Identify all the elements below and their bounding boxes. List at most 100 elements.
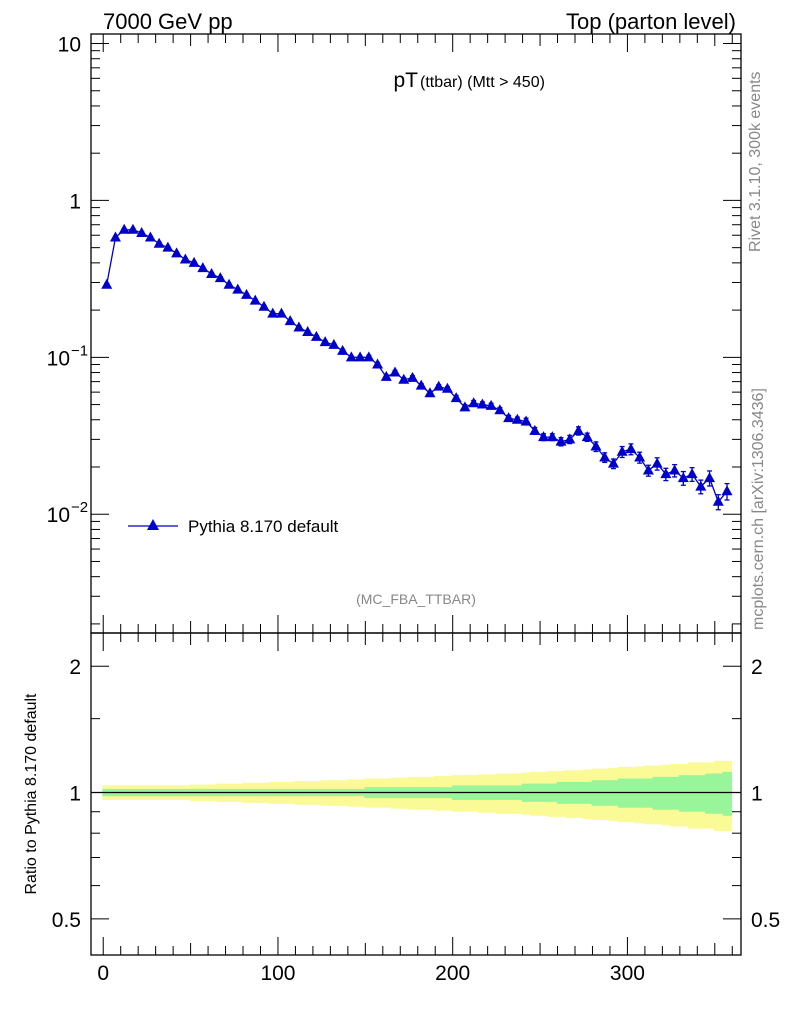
inner-band-segment [696,775,706,812]
y-tick-label: 10 [47,347,70,370]
data-point-marker [494,404,506,415]
data-point-marker [241,288,253,299]
data-point-marker [232,283,244,294]
data-point-marker [363,351,375,362]
data-point-marker [616,445,628,456]
inner-band-segment [670,776,680,810]
data-point-marker [109,231,121,242]
side-label-bottom: mcplots.cern.ch [arXiv:1306.3436] [750,388,767,630]
ratio-y-tick-label-right: 2 [751,656,763,679]
data-point-marker [144,231,156,242]
data-point-marker [380,370,392,381]
data-point-marker [581,431,593,442]
ratio-y-tick-label-left: 0.5 [52,909,81,932]
header-right: Top (parton level) [566,9,736,34]
data-point-marker [310,330,322,341]
data-point-marker [118,223,130,234]
data-point-marker [302,326,314,337]
data-point-marker [153,237,165,248]
data-point-marker [441,382,453,393]
ratio-y-tick-label-right: 1 [751,783,763,806]
ratio-y-tick-label-left: 1 [69,783,81,806]
analysis-id: (MC_FBA_TTBAR) [356,591,476,607]
data-point-marker [407,371,419,382]
data-point-marker [345,351,357,362]
ratio-ylabel: Ratio to Pythia 8.170 default [23,693,40,895]
data-point-marker [660,468,672,479]
x-tick-label: 300 [610,962,645,985]
data-point-marker [669,464,681,475]
y-tick-label: 10 [47,504,70,527]
data-point-marker [642,464,654,475]
y-tick-label: 10 [58,34,81,57]
x-tick-label: 0 [97,962,109,985]
inner-band-segment [722,771,732,816]
data-point-marker [101,278,113,289]
data-point-marker [686,468,698,479]
data-point-marker [206,267,218,278]
data-point-marker [267,307,279,318]
data-point-marker [162,241,174,252]
data-point-marker [695,480,707,491]
data-point-marker [223,278,235,289]
data-point-marker [607,457,619,468]
data-point-marker [293,321,305,332]
inner-band-segment [687,775,697,812]
legend-label: Pythia 8.170 default [188,517,339,536]
data-point-marker [258,300,270,311]
inner-band-segment [705,773,715,814]
data-point-marker [127,223,139,234]
data-point-marker [511,413,523,424]
side-label-top: Rivet 3.1.10, 300k events [747,71,764,252]
data-point-marker [712,495,724,506]
y-tick-label-exponent: −1 [71,342,88,359]
data-point-marker [136,227,148,238]
x-tick-label: 200 [435,962,470,985]
data-point-marker [337,344,349,355]
data-point-marker [573,424,584,435]
data-point-marker [721,485,733,496]
data-point-marker [319,336,331,347]
data-point-marker [249,294,261,305]
data-point-marker [538,431,550,442]
legend: Pythia 8.170 default [128,517,339,536]
data-point-marker [468,397,480,408]
data-point-marker [179,253,191,264]
data-point-marker [214,272,226,283]
main-frame [90,33,742,634]
inner-band-segment [713,773,724,814]
data-point-marker [450,392,462,403]
data-point-marker [433,380,445,391]
data-point-marker [372,358,384,369]
data-point-marker [503,412,515,423]
data-point-marker [634,451,646,462]
plot-title-sub: (ttbar) (Mtt > 450) [420,74,545,91]
ratio-y-tick-label-right: 0.5 [751,909,780,932]
data-point-marker [485,399,497,410]
data-point-marker [704,472,716,483]
data-point-marker [188,256,200,267]
data-point-marker [197,262,209,273]
inner-band-segment [652,776,662,810]
ratio-frame [90,632,742,956]
data-point-marker [275,307,287,318]
data-point-marker [424,387,436,398]
data-point-marker [564,433,576,444]
data-point-marker [590,440,602,451]
ratio-y-tick-label-left: 2 [69,656,81,679]
data-point-marker [328,338,340,349]
data-point-marker [651,457,663,468]
y-tick-label: 1 [69,190,81,213]
x-tick-label: 100 [260,962,295,985]
inner-band-segment [678,775,689,812]
data-point-marker [398,373,410,384]
legend-marker-icon [147,519,159,530]
data-point-marker [677,472,689,483]
data-point-marker [459,401,471,412]
data-point-marker [415,379,427,390]
ratio-plot-panel: 2 2 1 1 0.5 0.5 0 100 200 300 Ratio to Pythia 8.1… [23,632,780,985]
data-point-marker [599,451,611,462]
data-point-marker [389,366,401,377]
plot-title: pT [393,69,418,92]
